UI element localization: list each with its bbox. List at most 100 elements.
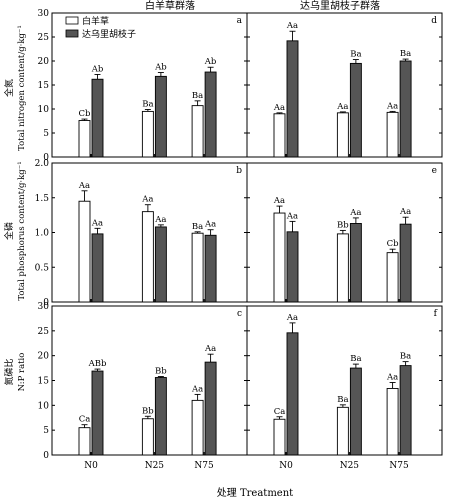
ylabel-en-np-ratio: N:P ratio (17, 353, 27, 392)
y-tick-label: 10 (38, 105, 50, 115)
y-tick-label: 15 (38, 81, 50, 91)
significance-letter: Ba (192, 222, 203, 232)
significance-letter: Ab (154, 63, 167, 73)
bar-baiyangcao-n75 (191, 232, 204, 303)
significance-letter: Ca (274, 407, 286, 417)
y-tick-label: 10 (38, 401, 50, 411)
significance-letter: Aa (91, 218, 103, 228)
panel-a: a 0 5 10 15 20 25 30 Cb Ab Ba Ab Ba Ab (38, 9, 248, 163)
y-tick-label: 5 (43, 129, 49, 139)
x-tick-label: N75 (389, 461, 409, 471)
bar-baiyangcao-n75 (386, 111, 399, 158)
y-tick-label: 20 (38, 352, 50, 362)
bar-dawuli-n0 (91, 233, 104, 303)
bar-dawuli-n75 (204, 234, 217, 303)
bar-dawuli-n75 (399, 60, 412, 158)
ylabel-cn-nitrogen: 全氮 (3, 79, 15, 97)
significance-letter: Aa (399, 207, 411, 217)
y-tick-label: 0 (43, 298, 49, 308)
bar-baiyangcao-n75 (386, 252, 399, 303)
significance-letter: Aa (349, 208, 361, 218)
bar-baiyangcao-n0 (78, 427, 91, 456)
legend-swatch-dark (65, 29, 79, 38)
bar-baiyangcao-n25 (336, 233, 349, 303)
significance-letter: Aa (78, 181, 90, 191)
y-axis-title-row-3: 氮磷比 N:P ratio (3, 353, 27, 392)
significance-letter: Ab (204, 57, 217, 67)
panel-label: b (236, 166, 242, 176)
x-axis-title: 处理 Treatment (217, 487, 293, 499)
significance-letter: Aa (191, 384, 203, 394)
bar-baiyangcao-n75 (386, 387, 399, 456)
y-tick-label: 2.0 (35, 159, 50, 169)
bar-baiyangcao-n75 (191, 399, 204, 456)
significance-letter: Aa (286, 211, 298, 221)
bar-dawuli-n25 (349, 223, 362, 303)
community-title-right: 达乌里胡枝子群落 (300, 0, 380, 12)
bar-baiyangcao-n75 (191, 105, 204, 158)
legend-label-open: 白羊草 (82, 15, 109, 27)
x-tick-label: N0 (84, 461, 98, 471)
significance-letter: Ab (91, 64, 104, 74)
x-tick-label: N75 (194, 461, 214, 471)
bar-baiyangcao-n25 (141, 110, 154, 158)
y-tick-label: 15 (38, 377, 50, 387)
y-tick-label: 30 (38, 9, 50, 19)
significance-letter: Ca (79, 415, 91, 425)
y-tick-label: 30 (38, 302, 50, 312)
significance-letter: Aa (286, 313, 298, 323)
significance-letter: ABb (88, 359, 107, 369)
significance-letter: Bb (142, 406, 154, 416)
ylabel-cn-np-ratio: 氮磷比 (3, 358, 15, 385)
significance-letter: Bb (155, 367, 167, 377)
panels: a051015202530CbAbBaAbBaAbdAaAaAaBaAaBab0… (35, 9, 443, 471)
significance-letter: Ba (350, 354, 361, 364)
legend-swatch-open (65, 16, 79, 25)
bar-dawuli-n25 (349, 367, 362, 456)
bar-dawuli-n75 (399, 223, 412, 303)
significance-letter: Aa (273, 196, 285, 206)
community-title-left: 白羊草群落 (145, 0, 195, 12)
significance-letter: Cb (79, 109, 92, 119)
significance-letter: Ba (400, 49, 411, 59)
significance-letter: Aa (204, 220, 216, 230)
significance-letter: Ba (192, 91, 203, 101)
bar-dawuli-n0 (286, 40, 299, 158)
significance-letter: Aa (204, 344, 216, 354)
significance-letter: Aa (273, 103, 285, 113)
bar-baiyangcao-n25 (336, 406, 349, 456)
significance-letter: Bb (337, 220, 349, 230)
significance-letter: Aa (386, 101, 398, 111)
bar-baiyangcao-n0 (273, 418, 286, 456)
panel-label: d (431, 16, 437, 26)
bar-dawuli-n25 (154, 226, 167, 303)
x-tick-label: N25 (145, 461, 165, 471)
significance-letter: Aa (336, 102, 348, 112)
significance-letter: Aa (154, 215, 166, 225)
bar-baiyangcao-n25 (141, 418, 154, 456)
significance-letter: Aa (286, 21, 298, 31)
panel-c: c 0 5 10 15 20 25 30 N0 Ca ABb N25 Bb Bb N75 Aa Aa (38, 302, 248, 471)
significance-letter: Aa (386, 372, 398, 382)
y-tick-label: 1.5 (35, 194, 50, 204)
ylabel-en-phosphorus: Total phosphorus content/g·kg⁻¹ (17, 161, 27, 300)
bar-dawuli-n75 (399, 365, 412, 456)
bar-baiyangcao-n0 (78, 120, 91, 158)
panel-label: a (237, 16, 243, 26)
significance-letter: Ba (350, 50, 361, 60)
panel-label: f (434, 309, 438, 319)
bar-dawuli-n25 (154, 377, 167, 456)
bar-dawuli-n75 (204, 361, 217, 456)
ylabel-cn-phosphorus: 全磷 (3, 222, 15, 240)
bar-baiyangcao-n25 (336, 112, 349, 158)
bar-dawuli-n25 (349, 62, 362, 158)
bar-dawuli-n0 (91, 78, 104, 158)
y-tick-label: 25 (38, 33, 50, 43)
panel-label: e (432, 166, 437, 176)
bar-baiyangcao-n25 (141, 211, 154, 303)
y-axis-title-row-2: 全磷 Total phosphorus content/g·kg⁻¹ (3, 161, 27, 300)
significance-letter: Ba (142, 99, 153, 109)
